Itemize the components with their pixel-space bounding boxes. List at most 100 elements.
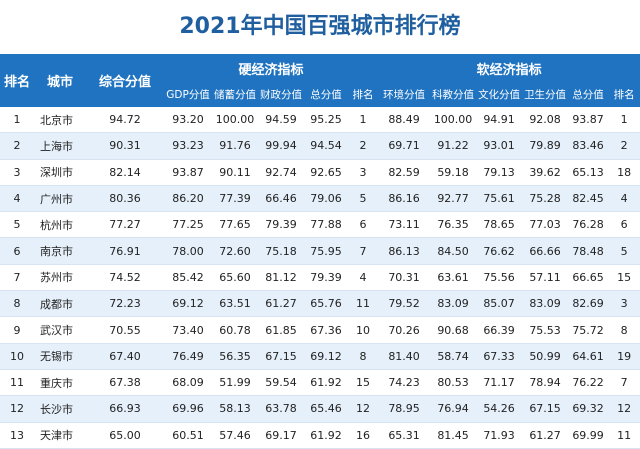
table-cell: 68.09 xyxy=(164,369,212,397)
table-cell: 67.33 xyxy=(476,343,523,370)
table-cell: 11 xyxy=(608,422,640,449)
city-cell: 南京市 xyxy=(34,237,86,265)
table-cell: 77.25 xyxy=(164,211,212,239)
table-cell: 82.45 xyxy=(568,185,609,213)
table-cell: 93.20 xyxy=(164,107,212,134)
table-cell: 3 xyxy=(608,290,640,318)
table-cell: 4 xyxy=(0,185,34,213)
table-cell: 92.77 xyxy=(430,185,477,213)
table-row: 6 南京市 76.91 78.00 72.60 75.18 75.95 7 86.13 84.50… xyxy=(0,237,640,265)
table-row: 4 广州市 80.36 86.20 77.39 66.46 79.06 5 86.16 92.77… xyxy=(0,185,640,213)
table-cell: 9 xyxy=(0,316,34,344)
table-cell: 77.65 xyxy=(212,211,258,239)
table-cell: 75.61 xyxy=(476,185,523,213)
table-cell: 1 xyxy=(348,107,379,134)
table-cell: 79.52 xyxy=(378,290,431,318)
header-hard-sub: 总分值 xyxy=(304,81,348,107)
table-cell: 4 xyxy=(348,264,379,292)
header-hard-sub: 财政分值 xyxy=(258,81,304,107)
table-cell: 94.54 xyxy=(304,132,348,160)
table-cell: 6 xyxy=(0,237,34,265)
header-soft-sub: 文化分值 xyxy=(476,81,523,107)
page-title: 2021年中国百强城市排行榜 xyxy=(179,14,461,39)
table-cell: 69.96 xyxy=(164,395,212,423)
table-row: 2 上海市 90.31 93.23 91.76 99.94 94.54 2 69.71 91.22… xyxy=(0,132,640,160)
table-row: 9 武汉市 70.55 73.40 60.78 61.85 67.36 10 70.26 90.6… xyxy=(0,316,640,344)
city-cell: 长沙市 xyxy=(34,395,86,423)
table-cell: 8 xyxy=(348,343,379,370)
table-cell: 57.11 xyxy=(522,264,569,292)
city-cell: 重庆市 xyxy=(34,369,86,397)
table-cell: 77.88 xyxy=(304,211,348,239)
table-cell: 60.51 xyxy=(164,422,212,449)
table-cell: 94.91 xyxy=(476,107,523,134)
table-cell: 100.00 xyxy=(212,107,258,134)
table-cell: 82.59 xyxy=(378,159,431,186)
table-cell: 63.51 xyxy=(212,290,258,318)
table-cell: 61.92 xyxy=(304,369,348,397)
table-cell: 78.65 xyxy=(476,211,523,239)
table-cell: 7 xyxy=(608,369,640,397)
table-cell: 81.40 xyxy=(378,343,431,370)
table-cell: 93.87 xyxy=(568,107,609,134)
table-cell: 69.32 xyxy=(568,395,609,423)
header-soft-sub: 总分值 xyxy=(568,81,609,107)
table-cell: 10 xyxy=(0,343,34,370)
table-cell: 78.00 xyxy=(164,237,212,265)
table-cell: 15 xyxy=(348,369,379,397)
table-row: 5 杭州市 77.27 77.25 77.65 79.39 77.88 6 73.11 76.35… xyxy=(0,211,640,239)
table-cell: 63.78 xyxy=(258,395,304,423)
table-cell: 56.35 xyxy=(212,343,258,370)
table-cell: 70.26 xyxy=(378,316,431,344)
table-cell: 76.91 xyxy=(86,237,164,265)
table-cell: 76.22 xyxy=(568,369,609,397)
table-cell: 78.94 xyxy=(522,369,569,397)
table-cell: 1 xyxy=(0,107,34,134)
table-row: 8 成都市 72.23 69.12 63.51 61.27 65.76 11 79.52 83.0… xyxy=(0,290,640,318)
header-hard-sub: 储蓄分值 xyxy=(212,81,258,107)
table-cell: 82.14 xyxy=(86,159,164,186)
table-cell: 6 xyxy=(348,211,379,239)
table-cell: 88.49 xyxy=(378,107,431,134)
table-cell: 72.60 xyxy=(212,237,258,265)
table-cell: 58.13 xyxy=(212,395,258,423)
table-cell: 4 xyxy=(608,185,640,213)
table-cell: 12 xyxy=(348,395,379,423)
city-ranking-table: 排名 城市 综合分值 硬经济指标 软经济指标 GDP分值 储蓄分值 财政分值 总分值排… xyxy=(0,54,640,449)
table-cell: 6 xyxy=(608,211,640,239)
header-rank: 排名 xyxy=(0,54,34,107)
header-soft-sub: 环境分值 xyxy=(378,81,431,107)
table-cell: 66.93 xyxy=(86,395,164,423)
table-row: 11 重庆市 67.38 68.09 51.99 59.54 61.92 15 74.23 80.… xyxy=(0,369,640,397)
table-cell: 82.69 xyxy=(568,290,609,318)
table-row: 10 无锡市 67.40 76.49 56.35 67.15 69.12 8 81.40 58.7… xyxy=(0,343,640,370)
table-cell: 66.39 xyxy=(476,316,523,344)
table-cell: 51.99 xyxy=(212,369,258,397)
table-cell: 90.31 xyxy=(86,132,164,160)
table-cell: 65.00 xyxy=(86,422,164,449)
table-cell: 76.28 xyxy=(568,211,609,239)
table-cell: 77.03 xyxy=(522,211,569,239)
table-cell: 75.53 xyxy=(522,316,569,344)
table-cell: 71.93 xyxy=(476,422,523,449)
table-cell: 69.71 xyxy=(378,132,431,160)
table-cell: 78.48 xyxy=(568,237,609,265)
table-cell: 65.13 xyxy=(568,159,609,186)
table-cell: 8 xyxy=(0,290,34,318)
table-cell: 69.12 xyxy=(304,343,348,370)
table-cell: 79.39 xyxy=(258,211,304,239)
table-cell: 69.17 xyxy=(258,422,304,449)
table-cell: 2 xyxy=(0,132,34,160)
table-cell: 5 xyxy=(608,237,640,265)
table-cell: 7 xyxy=(348,237,379,265)
table-cell: 81.45 xyxy=(430,422,477,449)
table-cell: 76.35 xyxy=(430,211,477,239)
table-cell: 13 xyxy=(0,422,34,449)
table-cell: 75.56 xyxy=(476,264,523,292)
table-cell: 80.36 xyxy=(86,185,164,213)
header-hard-sub: 排名 xyxy=(348,81,379,107)
table-cell: 94.72 xyxy=(86,107,164,134)
table-cell: 3 xyxy=(348,159,379,186)
table-cell: 11 xyxy=(0,369,34,397)
table-row: 3 深圳市 82.14 93.87 90.11 92.74 92.65 3 82.59 59.18… xyxy=(0,159,640,186)
